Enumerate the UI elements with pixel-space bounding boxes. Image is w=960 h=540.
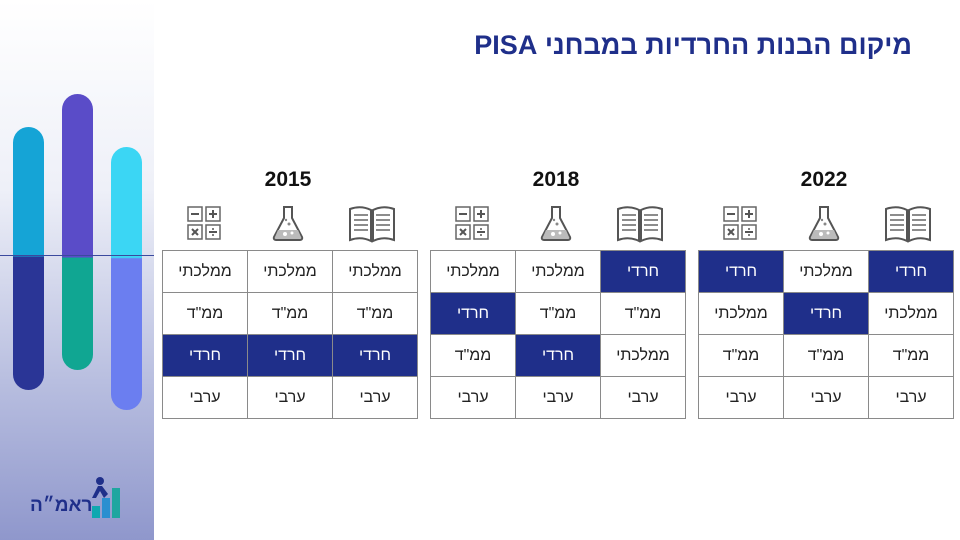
table-cell: ערבי [783, 376, 869, 419]
table-row: ממ"ד ממ"ד ממ"ד [162, 292, 418, 335]
book-icon [598, 195, 682, 250]
table-row: ממלכתי חרדי ממ"ד [430, 334, 686, 377]
calculator-icon [430, 195, 514, 250]
table-row: חרדי חרדי חרדי [162, 334, 418, 377]
rama-logo: ראמ״ה [30, 476, 125, 521]
table-cell: ערבי [162, 376, 248, 419]
ranking-table: ממלכתי ממלכתי ממלכתי ממ"ד ממ"ד ממ"ד חרדי חרדי חר… [162, 250, 418, 419]
table-row: ערבי ערבי ערבי [162, 376, 418, 419]
table-cell: חרדי [600, 250, 686, 293]
table-cell: ממלכתי [783, 250, 869, 293]
table-row: ממ"ד ממ"ד ממ"ד [698, 334, 954, 377]
table-cell: ערבי [515, 376, 601, 419]
book-icon [330, 195, 414, 250]
table-cell: ערבי [332, 376, 418, 419]
year-label: 2015 [264, 168, 312, 191]
table-row: ממלכתי ממלכתי ממלכתי [162, 250, 418, 293]
calculator-icon [698, 195, 782, 250]
table-row: חרדי ממלכתי חרדי [698, 250, 954, 293]
rama-logo-icon [92, 477, 120, 518]
table-cell: חרדי [783, 292, 869, 335]
logo-text: ראמ״ה [30, 495, 93, 516]
table-row: ערבי ערבי ערבי [430, 376, 686, 419]
table-cell: ממ"ד [868, 334, 954, 377]
table-cell: ערבי [430, 376, 516, 419]
table-cell: ממ"ד [698, 334, 784, 377]
year-block-2015: 2015 ממלכתי ממלכתי ממלכתי ממ"ד ממ"ד ממ"ד חרדי חר… [162, 165, 418, 419]
table-cell: חרדי [515, 334, 601, 377]
table-cell: ערבי [247, 376, 333, 419]
page-title: מיקום הבנות החרדיות במבחני PISA [474, 30, 912, 60]
decorative-bar [62, 94, 93, 370]
table-cell: ממלכתי [430, 250, 516, 293]
table-cell: ממ"ד [247, 292, 333, 335]
ranking-table: חרדי ממלכתי חרדי ממלכתי חרדי ממלכתי ממ"ד ממ"ד ממ… [698, 250, 954, 419]
table-cell: ערבי [868, 376, 954, 419]
decorative-bar [13, 127, 44, 390]
flask-icon [782, 195, 866, 250]
table-cell: חרדי [247, 334, 333, 377]
year-block-2018: 2018 חרדי ממלכתי ממלכתי ממ"ד ממ"ד חרדי ממלכתי חר… [430, 165, 686, 419]
book-icon [866, 195, 950, 250]
table-cell: ממ"ד [515, 292, 601, 335]
table-cell: ערבי [698, 376, 784, 419]
table-cell: ממ"ד [600, 292, 686, 335]
table-cell: ממלכתי [600, 334, 686, 377]
table-cell: ממ"ד [430, 334, 516, 377]
decorative-bar [111, 147, 142, 410]
subject-icons-row [698, 195, 950, 250]
table-cell: ממלכתי [698, 292, 784, 335]
table-row: ממ"ד ממ"ד חרדי [430, 292, 686, 335]
table-cell: ערבי [600, 376, 686, 419]
table-cell: ממלכתי [332, 250, 418, 293]
table-cell: ממלכתי [868, 292, 954, 335]
table-cell: חרדי [430, 292, 516, 335]
table-cell: ממ"ד [332, 292, 418, 335]
table-cell: חרדי [332, 334, 418, 377]
year-block-2022: 2022 חרדי ממלכתי חרדי ממלכתי חרדי ממלכתי ממ"ד ממ… [698, 165, 954, 419]
table-cell: ממלכתי [162, 250, 248, 293]
year-label: 2018 [532, 168, 580, 191]
table-cell: ממ"ד [162, 292, 248, 335]
table-cell: ממלכתי [515, 250, 601, 293]
decorative-sidebar: ראמ״ה [0, 0, 154, 540]
table-row: ערבי ערבי ערבי [698, 376, 954, 419]
table-row: חרדי ממלכתי ממלכתי [430, 250, 686, 293]
decorative-line [0, 255, 154, 256]
table-cell: חרדי [162, 334, 248, 377]
flask-icon [246, 195, 330, 250]
subject-icons-row [430, 195, 682, 250]
table-cell: ממלכתי [247, 250, 333, 293]
table-cell: חרדי [868, 250, 954, 293]
ranking-table: חרדי ממלכתי ממלכתי ממ"ד ממ"ד חרדי ממלכתי חרדי ממ… [430, 250, 686, 419]
table-cell: חרדי [698, 250, 784, 293]
subject-icons-row [162, 195, 414, 250]
year-label: 2022 [800, 168, 848, 191]
calculator-icon [162, 195, 246, 250]
table-cell: ממ"ד [783, 334, 869, 377]
table-row: ממלכתי חרדי ממלכתי [698, 292, 954, 335]
flask-icon [514, 195, 598, 250]
